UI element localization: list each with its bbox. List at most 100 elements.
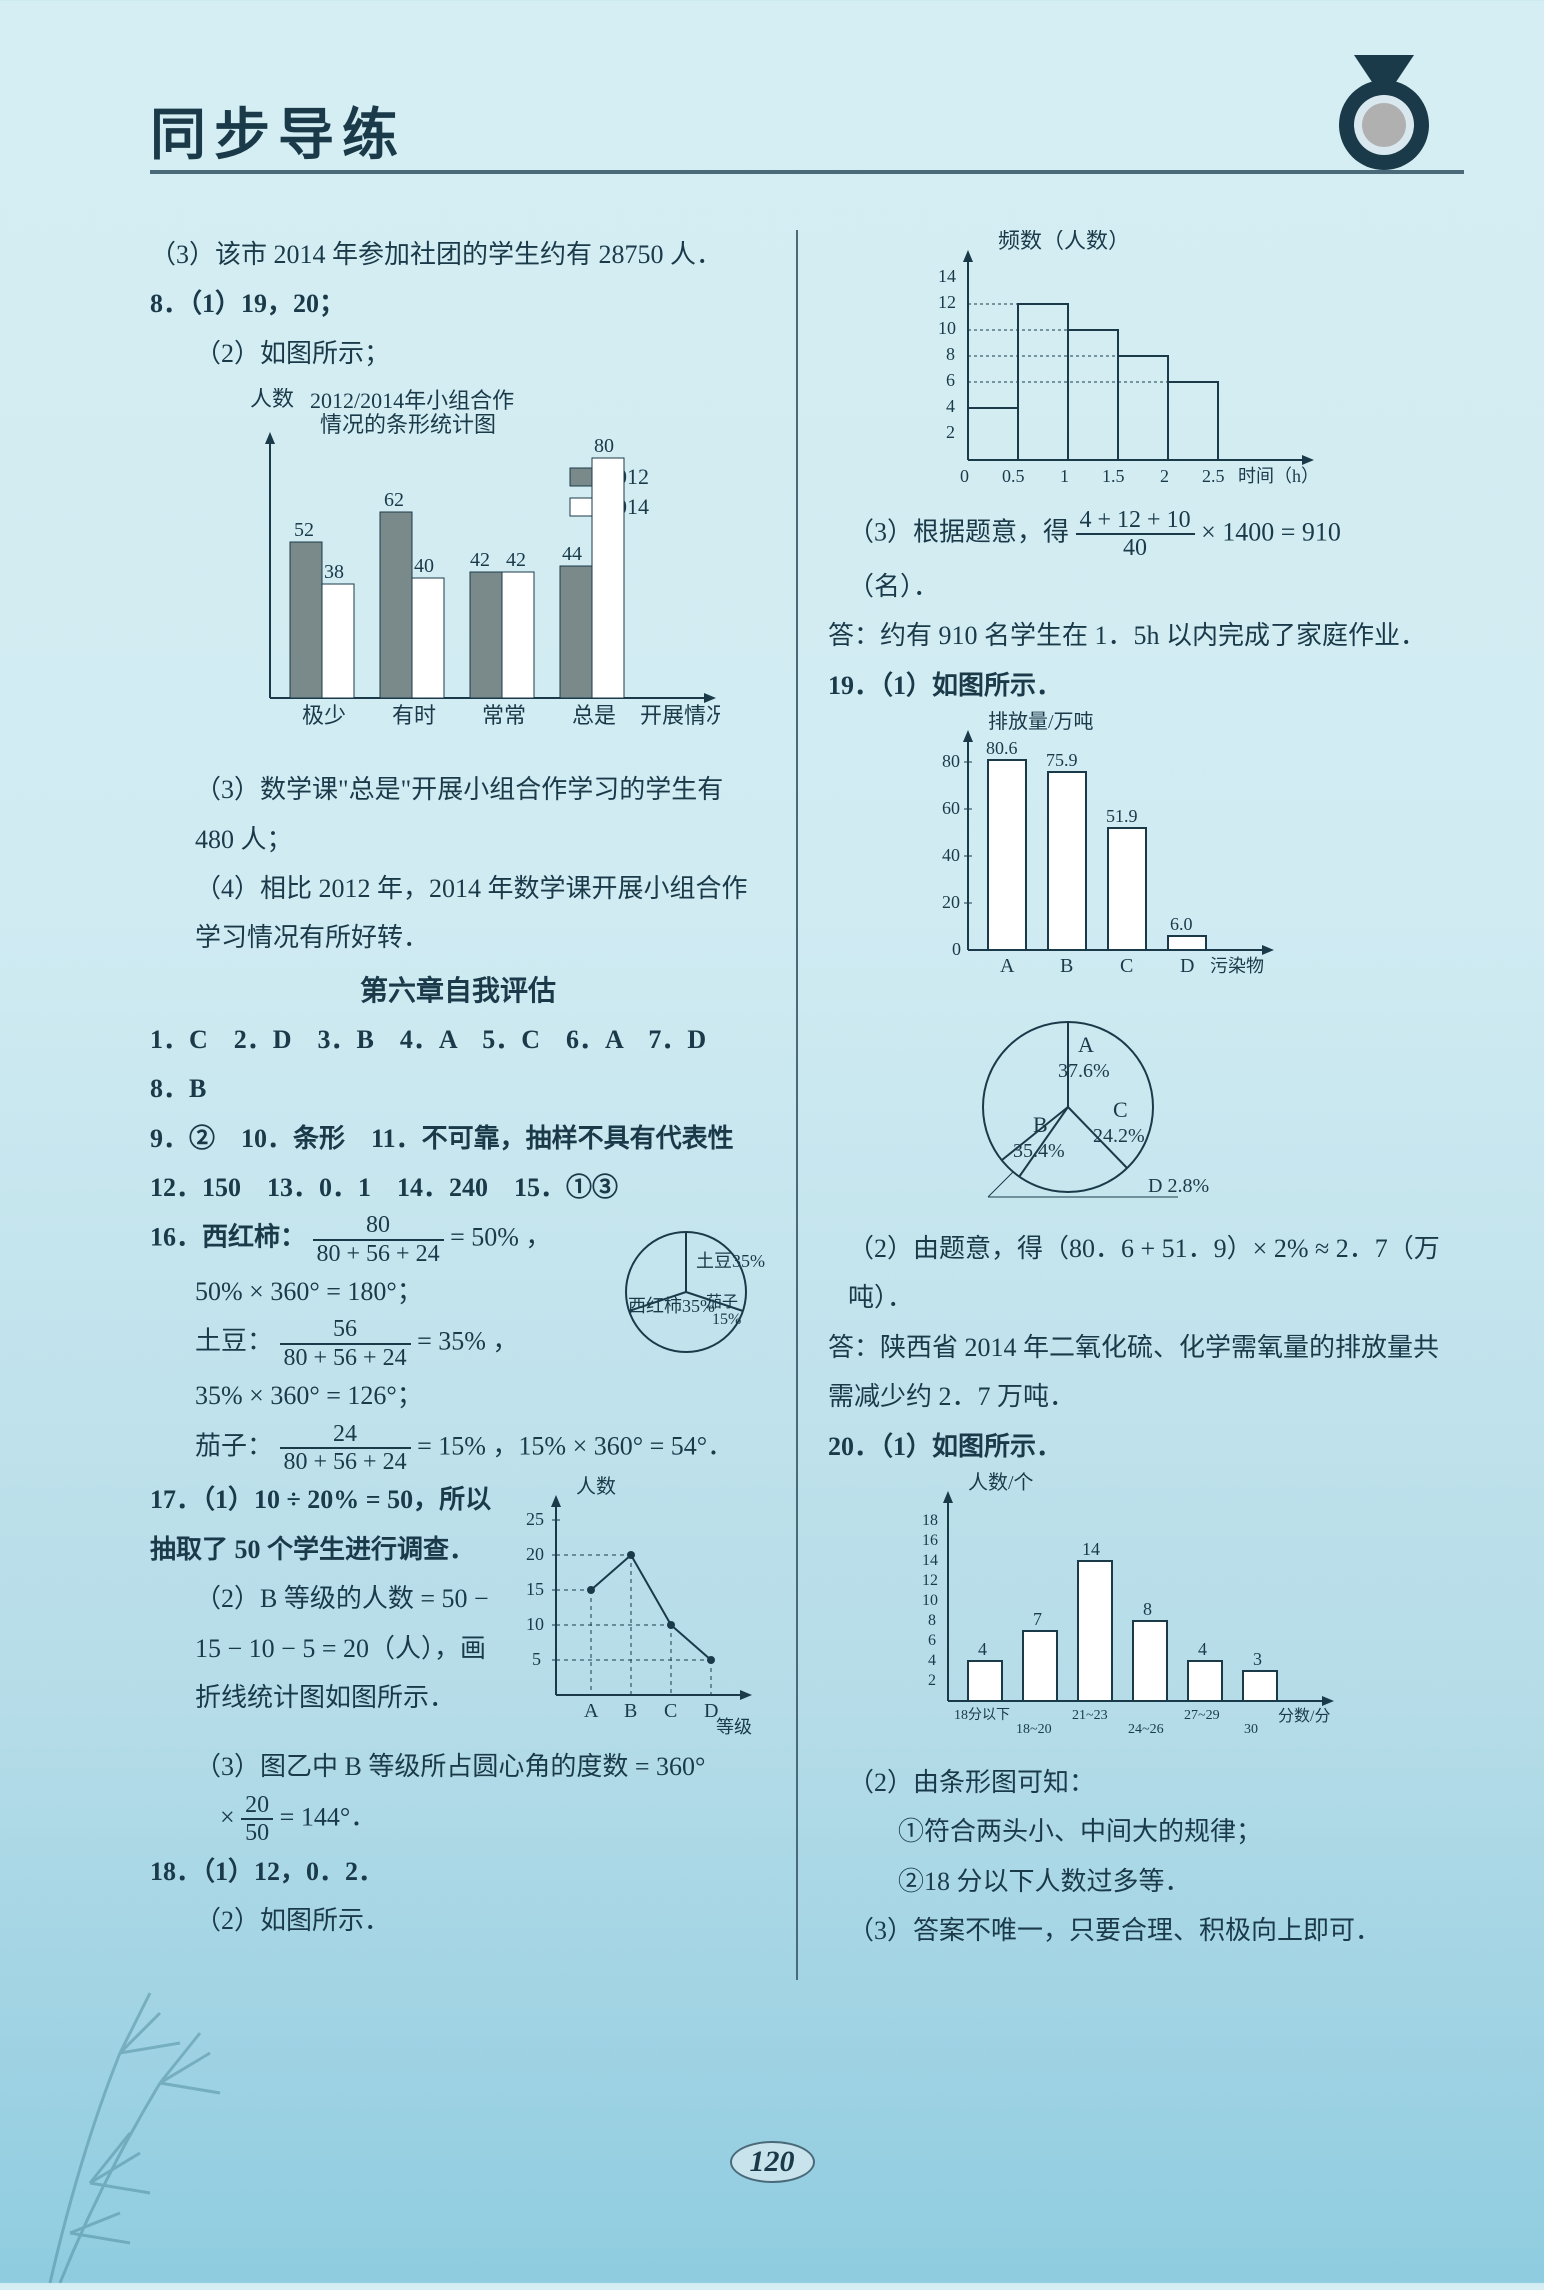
text: （2）由条形图可知：	[828, 1758, 1444, 1807]
svg-text:51.9: 51.9	[1106, 806, 1138, 826]
svg-text:42: 42	[470, 549, 490, 571]
svg-text:A: A	[1078, 1032, 1094, 1057]
svg-text:18~20: 18~20	[1016, 1722, 1052, 1737]
svg-text:2: 2	[946, 422, 955, 442]
q17-l3b: × 2050 = 144°．	[150, 1792, 766, 1847]
svg-text:4: 4	[928, 1652, 936, 1669]
content-area: （3）该市 2014 年参加社团的学生约有 28750 人． 8．（1）19，2…	[150, 230, 1444, 2083]
answers: 9．② 10．条形 11．不可靠，抽样不具有代表性	[150, 1114, 766, 1163]
svg-text:16: 16	[922, 1532, 938, 1549]
svg-text:2.5: 2.5	[1202, 466, 1225, 486]
bar-group-3: 42 42	[470, 549, 534, 698]
svg-text:38: 38	[324, 561, 344, 583]
svg-text:80: 80	[594, 435, 614, 457]
text: （3）答案不唯一，只要合理、积极向上即可．	[828, 1906, 1444, 1955]
q16-line1: 16．西红柿： 8080 + 56 + 24 = 50% ，	[150, 1212, 596, 1267]
text: 8．（1）19，20；	[150, 279, 766, 328]
right-column: 频数（人数） 24 68 1012 14	[828, 230, 1444, 2083]
svg-text:42: 42	[506, 549, 526, 571]
svg-text:30: 30	[1244, 1722, 1258, 1737]
svg-text:24~26: 24~26	[1128, 1722, 1164, 1737]
svg-text:2: 2	[1160, 466, 1169, 486]
svg-text:西红柿35%: 西红柿35%	[628, 1296, 715, 1316]
svg-text:分数/分: 分数/分	[1278, 1707, 1330, 1725]
svg-text:等级: 等级	[716, 1717, 752, 1735]
svg-text:常常: 常常	[482, 703, 526, 728]
bamboo-decoration	[0, 1903, 350, 2283]
text: （2）B 等级的人数 = 50 − 15 − 10 − 5 = 20（人），画折…	[150, 1574, 506, 1722]
q16-line3: 土豆： 5680 + 56 + 24 = 35% ，	[150, 1316, 596, 1371]
svg-text:总是: 总是	[572, 703, 616, 728]
svg-text:8: 8	[1143, 1599, 1152, 1619]
svg-text:52: 52	[294, 519, 314, 541]
svg-text:35.4%: 35.4%	[1013, 1140, 1065, 1162]
svg-text:极少: 极少	[302, 703, 346, 728]
svg-text:40: 40	[414, 555, 434, 577]
text: （3）该市 2014 年参加社团的学生约有 28750 人．	[150, 230, 766, 279]
svg-text:土豆35%: 土豆35%	[696, 1251, 765, 1271]
text: 50% × 360° = 180°；	[150, 1267, 596, 1316]
svg-text:14: 14	[1082, 1539, 1100, 1559]
text: 18．（1）12，0．2．	[150, 1847, 766, 1896]
svg-text:3: 3	[1253, 1649, 1262, 1669]
svg-text:1.5: 1.5	[1102, 466, 1125, 486]
svg-text:时间（h）: 时间（h）	[1238, 466, 1319, 486]
svg-text:60: 60	[942, 798, 960, 818]
text: （2）由题意，得（80．6 + 51．9）× 2% ≈ 2．7（万吨）．	[828, 1224, 1444, 1323]
svg-text:10: 10	[938, 318, 956, 338]
svg-text:10: 10	[922, 1592, 938, 1609]
text: 答：约有 910 名学生在 1．5h 以内完成了家庭作业．	[828, 611, 1444, 660]
svg-text:频数（人数）: 频数（人数）	[998, 230, 1130, 253]
svg-text:21~23: 21~23	[1072, 1708, 1108, 1723]
svg-text:5: 5	[532, 1649, 541, 1669]
svg-text:人数/个: 人数/个	[968, 1471, 1034, 1494]
svg-text:20: 20	[526, 1544, 544, 1564]
svg-text:12: 12	[922, 1572, 938, 1589]
svg-text:1: 1	[1060, 466, 1069, 486]
page-number: 120	[0, 2141, 1544, 2183]
svg-text:7: 7	[1033, 1609, 1042, 1629]
svg-text:8: 8	[928, 1612, 936, 1629]
left-column: （3）该市 2014 年参加社团的学生约有 28750 人． 8．（1）19，2…	[150, 230, 766, 2083]
svg-text:C: C	[664, 1700, 677, 1722]
y-axis-label: 人数	[250, 388, 294, 411]
svg-text:6: 6	[928, 1632, 936, 1649]
svg-text:D 2.8%: D 2.8%	[1148, 1175, 1209, 1197]
svg-text:37.6%: 37.6%	[1058, 1060, 1110, 1082]
svg-text:0: 0	[952, 939, 961, 959]
svg-text:44: 44	[562, 543, 582, 565]
answers: 1．C 2．D 3．B 4．A 5．C 6．A 7．D 8．B	[150, 1015, 766, 1114]
svg-text:14: 14	[938, 266, 956, 286]
svg-text:8: 8	[946, 344, 955, 364]
svg-text:0: 0	[960, 466, 969, 486]
text: （4）相比 2012 年，2014 年数学课开展小组合作学习情况有所好转．	[150, 864, 766, 963]
header-title: 同步导练	[150, 103, 406, 166]
svg-text:6.0: 6.0	[1170, 914, 1193, 934]
svg-text:15%: 15%	[712, 1311, 741, 1328]
svg-text:2: 2	[928, 1672, 936, 1689]
section-title: 第六章自我评估	[150, 969, 766, 1009]
svg-text:18: 18	[922, 1512, 938, 1529]
logo-badge	[1324, 55, 1444, 175]
text: 35% × 360° = 126°；	[150, 1371, 596, 1420]
svg-text:B: B	[624, 1700, 637, 1722]
text: （名）．	[828, 562, 1444, 611]
pie-chart-16: 土豆35% 茄子 15% 西红柿35%	[606, 1212, 766, 1379]
svg-text:80: 80	[942, 751, 960, 771]
svg-text:80.6: 80.6	[986, 738, 1018, 758]
svg-text:18分以下: 18分以下	[954, 1707, 1010, 1723]
page-header: 同步导练	[150, 90, 1464, 174]
svg-text:D: D	[1180, 955, 1194, 977]
svg-text:B: B	[1060, 955, 1073, 977]
answers: 12．150 13．0．1 14．240 15．①③	[150, 1163, 766, 1212]
svg-text:0.5: 0.5	[1002, 466, 1025, 486]
svg-text:62: 62	[384, 489, 404, 511]
text: ②18 分以下人数过多等．	[828, 1857, 1444, 1906]
svg-text:75.9: 75.9	[1046, 750, 1078, 770]
svg-text:C: C	[1113, 1097, 1128, 1122]
svg-text:2012/2014年小组合作: 2012/2014年小组合作	[310, 388, 514, 413]
svg-text:排放量/万吨: 排放量/万吨	[988, 710, 1094, 733]
svg-text:15: 15	[526, 1579, 544, 1599]
svg-text:4: 4	[946, 396, 955, 416]
bar-group-1: 52 38	[290, 519, 354, 698]
